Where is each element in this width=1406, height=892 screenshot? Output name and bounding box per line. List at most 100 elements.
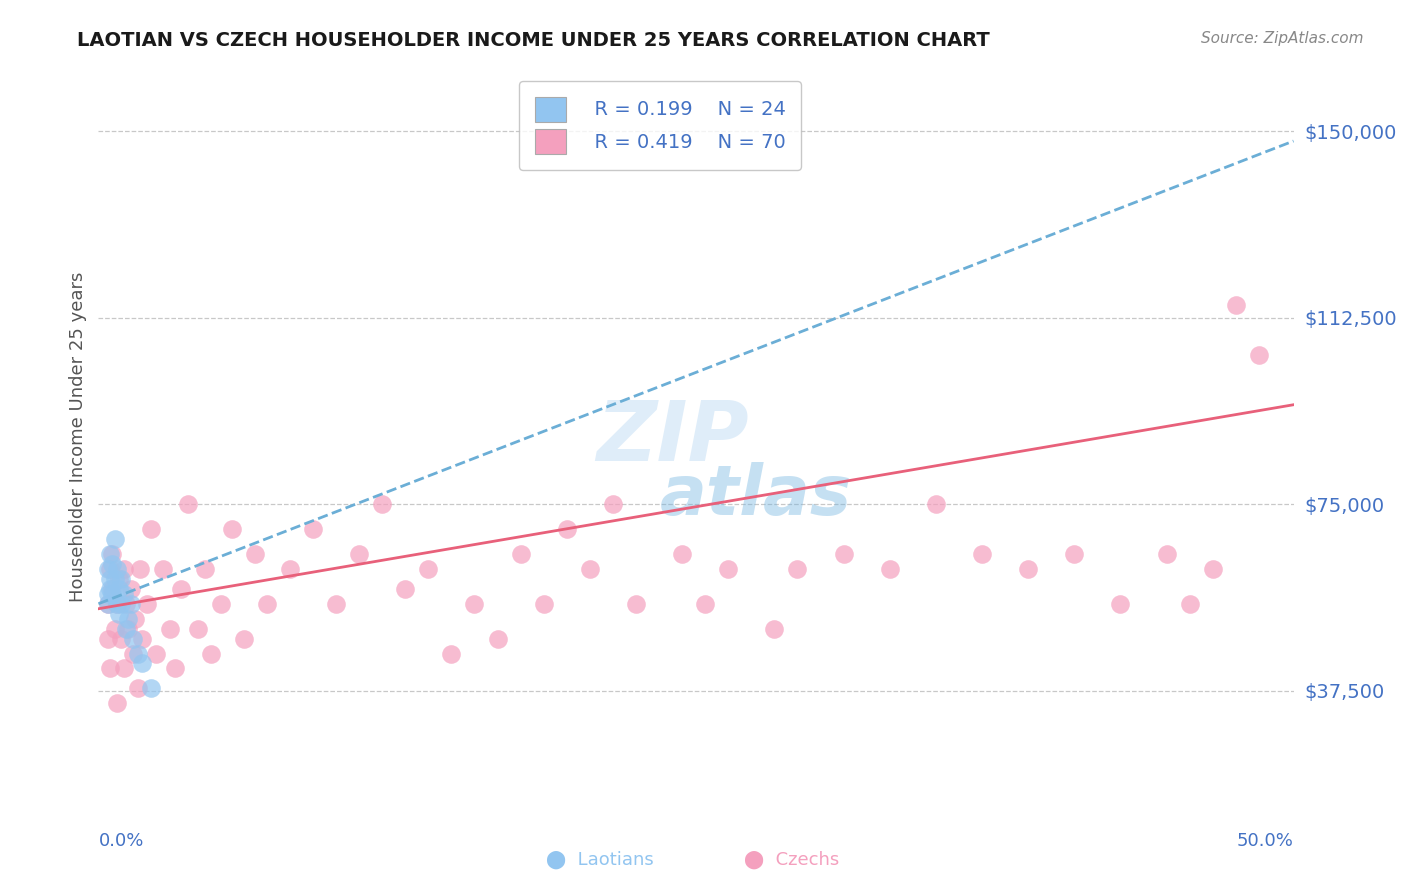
Point xyxy=(555,522,578,536)
Point xyxy=(112,661,135,675)
Point xyxy=(418,562,440,576)
Point xyxy=(103,572,125,586)
Text: ⬤  Czechs: ⬤ Czechs xyxy=(744,850,839,869)
Point xyxy=(131,632,153,646)
Point xyxy=(105,597,128,611)
Point xyxy=(1017,562,1039,576)
Point xyxy=(671,547,693,561)
Point xyxy=(110,632,132,646)
Point xyxy=(120,597,142,611)
Point xyxy=(1247,348,1270,362)
Point xyxy=(187,622,209,636)
Point xyxy=(925,497,948,511)
Point xyxy=(98,562,121,576)
Point xyxy=(98,582,121,596)
Text: 50.0%: 50.0% xyxy=(1237,832,1294,850)
Point xyxy=(97,632,120,646)
Point xyxy=(221,522,243,536)
Point xyxy=(163,661,186,675)
Point xyxy=(97,597,120,611)
Point xyxy=(302,522,325,536)
Text: ZIP: ZIP xyxy=(596,397,748,477)
Point xyxy=(245,547,267,561)
Point xyxy=(533,597,555,611)
Point xyxy=(145,647,167,661)
Point xyxy=(112,587,135,601)
Point xyxy=(232,632,254,646)
Point xyxy=(115,622,138,636)
Point xyxy=(97,587,120,601)
Point xyxy=(170,582,193,596)
Point xyxy=(159,622,181,636)
Point xyxy=(440,647,463,661)
Point xyxy=(97,597,120,611)
Point xyxy=(1178,597,1201,611)
Point xyxy=(127,647,149,661)
Point xyxy=(1063,547,1085,561)
Point xyxy=(112,562,135,576)
Point xyxy=(695,597,717,611)
Point xyxy=(509,547,531,561)
Point xyxy=(101,582,124,596)
Point xyxy=(129,562,152,576)
Point xyxy=(110,597,132,611)
Point xyxy=(486,632,509,646)
Point xyxy=(152,562,174,576)
Point xyxy=(117,622,139,636)
Point xyxy=(347,547,370,561)
Point xyxy=(98,572,121,586)
Point xyxy=(602,497,624,511)
Point xyxy=(98,661,121,675)
Point xyxy=(101,547,124,561)
Point xyxy=(122,632,145,646)
Point xyxy=(579,562,602,576)
Text: atlas: atlas xyxy=(659,462,852,529)
Point xyxy=(103,532,125,546)
Point xyxy=(278,562,301,576)
Point xyxy=(1156,547,1178,561)
Point xyxy=(110,572,132,586)
Text: ⬤  Laotians: ⬤ Laotians xyxy=(547,850,654,869)
Point xyxy=(325,597,347,611)
Point xyxy=(200,647,222,661)
Point xyxy=(256,597,278,611)
Point xyxy=(120,582,142,596)
Point xyxy=(108,607,131,621)
Point xyxy=(1202,562,1225,576)
Point xyxy=(970,547,993,561)
Point xyxy=(763,622,786,636)
Point xyxy=(101,587,124,601)
Point xyxy=(832,547,855,561)
Point xyxy=(117,612,139,626)
Point xyxy=(717,562,740,576)
Point xyxy=(103,622,125,636)
Point xyxy=(127,681,149,696)
Text: LAOTIAN VS CZECH HOUSEHOLDER INCOME UNDER 25 YEARS CORRELATION CHART: LAOTIAN VS CZECH HOUSEHOLDER INCOME UNDE… xyxy=(77,31,990,50)
Point xyxy=(115,597,138,611)
Point xyxy=(98,547,121,561)
Point xyxy=(1225,298,1247,312)
Point xyxy=(108,572,131,586)
Point xyxy=(108,582,131,596)
Point xyxy=(209,597,232,611)
Point xyxy=(786,562,808,576)
Legend:   R = 0.199    N = 24,   R = 0.419    N = 70: R = 0.199 N = 24, R = 0.419 N = 70 xyxy=(519,81,801,170)
Point xyxy=(131,657,153,671)
Point xyxy=(141,681,163,696)
Point xyxy=(105,696,128,710)
Point xyxy=(124,612,146,626)
Point xyxy=(394,582,416,596)
Text: Source: ZipAtlas.com: Source: ZipAtlas.com xyxy=(1201,31,1364,46)
Point xyxy=(177,497,200,511)
Point xyxy=(105,562,128,576)
Point xyxy=(193,562,215,576)
Point xyxy=(463,597,485,611)
Y-axis label: Householder Income Under 25 years: Householder Income Under 25 years xyxy=(69,272,87,602)
Point xyxy=(97,562,120,576)
Text: 0.0%: 0.0% xyxy=(98,832,143,850)
Point xyxy=(879,562,901,576)
Point xyxy=(135,597,157,611)
Point xyxy=(371,497,394,511)
Point xyxy=(101,557,124,571)
Point xyxy=(1109,597,1132,611)
